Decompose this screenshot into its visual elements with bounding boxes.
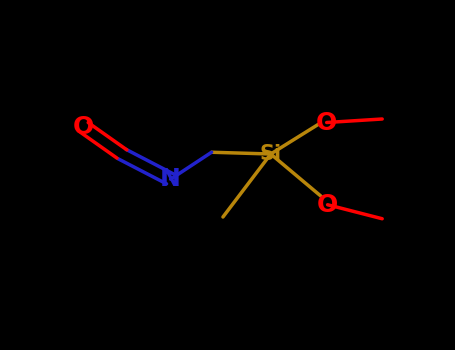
Text: O: O <box>73 115 94 139</box>
Text: N: N <box>160 167 181 191</box>
Text: O: O <box>317 193 338 217</box>
Text: Si: Si <box>260 144 282 164</box>
Text: O: O <box>316 111 337 134</box>
